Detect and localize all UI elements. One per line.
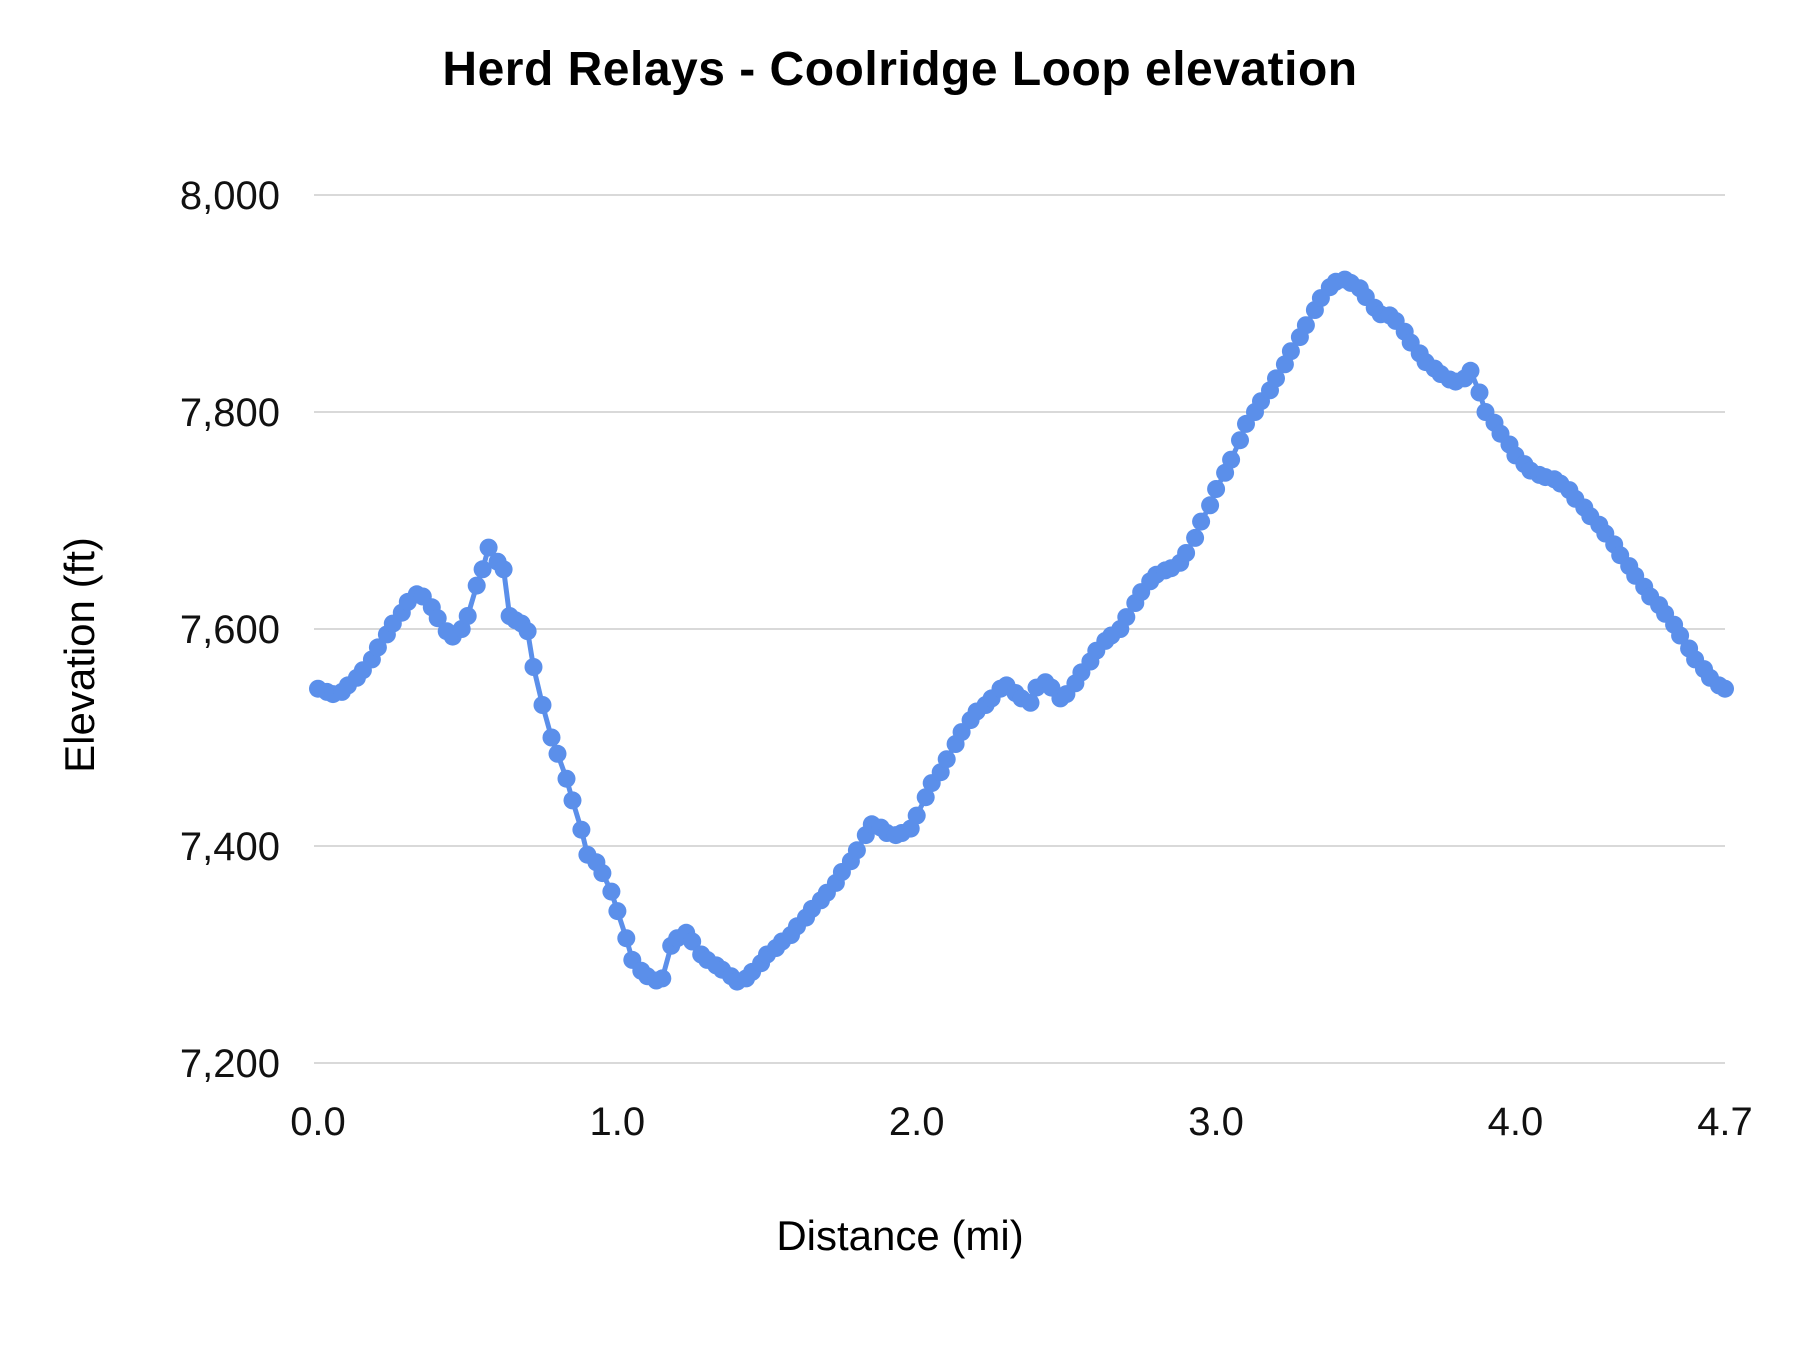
data-point bbox=[907, 806, 926, 825]
data-point bbox=[1470, 383, 1489, 402]
y-tick-label: 7,600 bbox=[180, 608, 280, 652]
y-tick-label: 7,200 bbox=[180, 1042, 280, 1086]
data-point bbox=[563, 791, 582, 810]
data-point bbox=[617, 929, 636, 948]
data-point bbox=[557, 769, 576, 788]
data-point bbox=[548, 744, 567, 763]
data-point bbox=[1177, 544, 1196, 562]
data-point bbox=[916, 788, 935, 807]
data-point bbox=[1207, 480, 1226, 498]
data-point bbox=[593, 864, 612, 883]
data-point bbox=[1281, 342, 1300, 361]
y-tick-label: 7,800 bbox=[180, 391, 280, 435]
y-tick-label: 8,000 bbox=[180, 174, 280, 218]
x-tick-label: 4.0 bbox=[1488, 1100, 1544, 1144]
x-tick-label: 2.0 bbox=[889, 1100, 945, 1144]
data-point bbox=[1117, 608, 1136, 627]
data-point bbox=[1192, 512, 1211, 531]
data-point bbox=[542, 728, 561, 747]
data-point bbox=[937, 750, 956, 769]
data-point bbox=[524, 658, 543, 676]
data-point bbox=[572, 820, 591, 839]
data-point bbox=[533, 696, 552, 714]
data-point bbox=[1222, 450, 1241, 469]
chart-title: Herd Relays - Coolridge Loop elevation bbox=[442, 43, 1358, 96]
x-tick-label: 0.0 bbox=[290, 1100, 346, 1144]
data-point bbox=[458, 607, 477, 625]
data-point bbox=[473, 560, 492, 579]
data-point bbox=[1671, 626, 1690, 645]
data-point bbox=[1186, 528, 1205, 547]
y-tick-label: 7,400 bbox=[180, 825, 280, 869]
data-point bbox=[467, 576, 486, 595]
data-point bbox=[1461, 361, 1480, 380]
data-point bbox=[1231, 431, 1249, 450]
data-point bbox=[368, 638, 387, 657]
data-point bbox=[847, 841, 866, 860]
data-point bbox=[608, 902, 627, 921]
data-point bbox=[602, 882, 621, 901]
x-tick-label: 3.0 bbox=[1188, 1100, 1244, 1144]
data-point bbox=[653, 969, 672, 988]
x-tick-label: 1.0 bbox=[590, 1100, 646, 1144]
x-tick-label: 4.7 bbox=[1697, 1100, 1753, 1144]
data-point bbox=[479, 538, 498, 557]
data-point bbox=[1201, 496, 1220, 515]
data-point bbox=[1267, 369, 1285, 388]
data-point bbox=[1296, 316, 1315, 335]
data-point bbox=[683, 932, 702, 951]
data-point bbox=[1021, 693, 1040, 712]
data-point bbox=[1716, 679, 1734, 698]
data-point bbox=[494, 560, 513, 579]
data-point bbox=[428, 609, 447, 628]
x-axis-title: Distance (mi) bbox=[776, 1212, 1024, 1259]
data-point bbox=[518, 622, 537, 641]
